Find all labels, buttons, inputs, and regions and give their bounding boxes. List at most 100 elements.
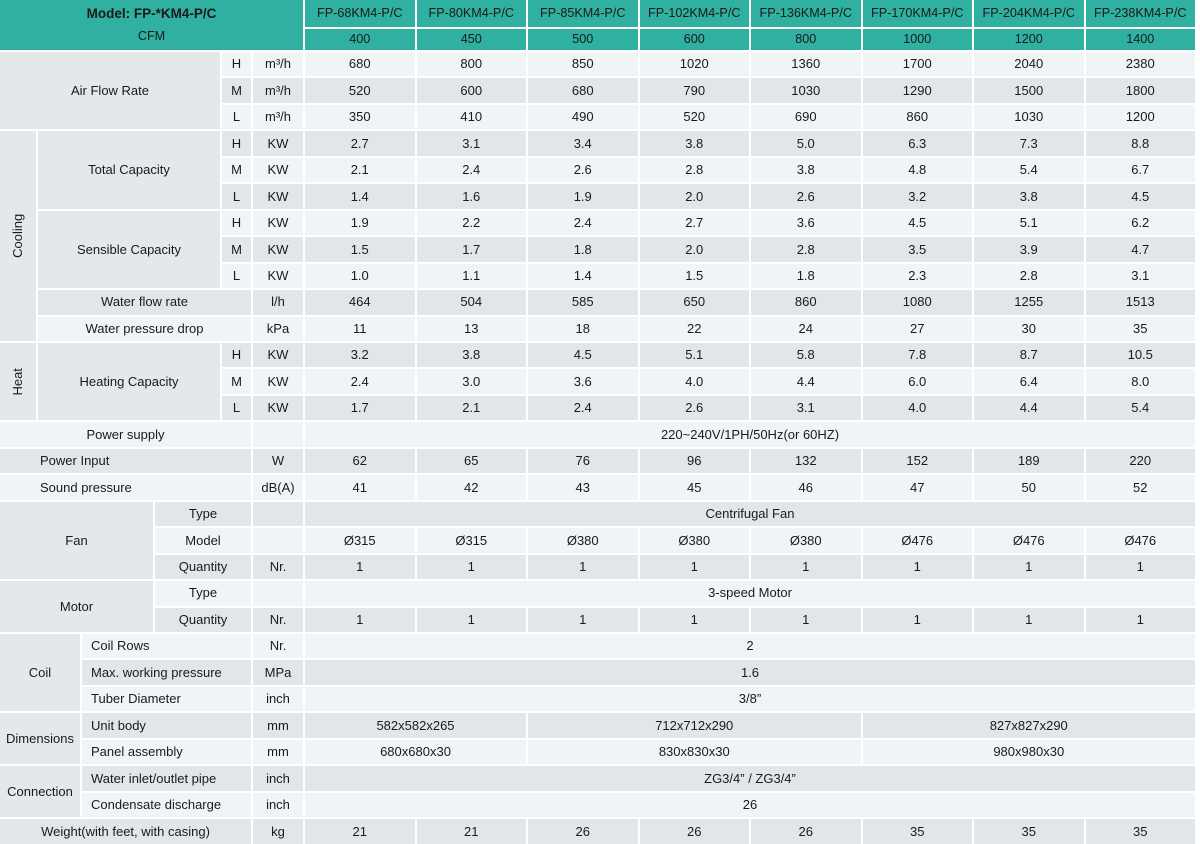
unit-cell: KW xyxy=(253,184,303,209)
value-cell: 3.9 xyxy=(974,237,1084,262)
value-cell: 11 xyxy=(305,316,415,341)
value-cell: 7.3 xyxy=(974,131,1084,156)
value-cell: 1020 xyxy=(639,52,749,77)
value-cell: 1.4 xyxy=(305,184,415,209)
model-title: Model: FP-*KM4-P/C xyxy=(86,5,217,21)
value-cell: 1.9 xyxy=(528,184,638,209)
value-cell: 3-speed Motor xyxy=(305,581,1195,606)
row-label: Sound pressure xyxy=(0,475,251,500)
corner-header-cell: Model: FP-*KM4-P/C CFM xyxy=(0,0,303,50)
row-label: Sensible Capacity xyxy=(38,210,220,289)
unit-cell: inch xyxy=(253,792,303,818)
unit-cell: dB(A) xyxy=(253,475,303,500)
value-cell: 3.6 xyxy=(528,369,638,394)
value-cell: 2.0 xyxy=(639,237,749,262)
group-label: Connection xyxy=(0,766,80,818)
row-label: Weight(with feet, with casing) xyxy=(0,819,251,844)
row-label: Tuber Diameter xyxy=(82,686,251,712)
row-label: Quantity xyxy=(155,607,251,632)
value-cell: 3.8 xyxy=(416,342,526,368)
value-cell: 42 xyxy=(416,475,526,500)
unit-cell: KW xyxy=(253,342,303,368)
value-cell: 1030 xyxy=(974,104,1084,130)
value-cell: 2.7 xyxy=(305,131,415,156)
value-cell: 35 xyxy=(862,819,972,844)
value-cell: 1 xyxy=(1085,607,1195,632)
speed-cell: L xyxy=(222,104,251,130)
cfm-value-cell: 600 xyxy=(639,29,749,50)
row-label: Power Input xyxy=(0,448,251,474)
unit-cell: m³/h xyxy=(253,104,303,130)
value-cell: 2.8 xyxy=(639,157,749,183)
cfm-value-cell: 400 xyxy=(305,29,415,50)
value-cell: 8.7 xyxy=(974,342,1084,368)
value-cell: Ø380 xyxy=(528,528,638,553)
speed-cell: H xyxy=(222,342,251,368)
value-cell: 1080 xyxy=(862,290,972,315)
column-header-cell: FP-102KM4-P/C xyxy=(639,0,749,27)
value-cell: 1255 xyxy=(974,290,1084,315)
value-cell: 1 xyxy=(751,607,861,632)
value-cell: 2.8 xyxy=(974,263,1084,289)
value-cell: 1.0 xyxy=(305,263,415,289)
value-cell: 132 xyxy=(751,448,861,474)
value-cell: 1.5 xyxy=(305,237,415,262)
value-cell: 62 xyxy=(305,448,415,474)
value-cell: 1.1 xyxy=(416,263,526,289)
value-cell: 52 xyxy=(1085,475,1195,500)
value-cell: 860 xyxy=(751,290,861,315)
value-cell: 2.7 xyxy=(639,210,749,236)
speed-cell: M xyxy=(222,157,251,183)
column-header-cell: FP-136KM4-P/C xyxy=(751,0,861,27)
value-cell: 5.0 xyxy=(751,131,861,156)
row-label: Water flow rate xyxy=(38,290,251,315)
value-cell: 220~240V/1PH/50Hz(or 60HZ) xyxy=(305,422,1195,447)
value-cell: 1 xyxy=(305,607,415,632)
group-label-vertical: Cooling xyxy=(0,131,36,341)
unit-cell: mm xyxy=(253,713,303,738)
value-cell: 8.8 xyxy=(1085,131,1195,156)
value-cell: 35 xyxy=(1085,316,1195,341)
value-cell: 1 xyxy=(416,607,526,632)
value-cell: 1800 xyxy=(1085,78,1195,103)
value-cell: 5.4 xyxy=(1085,395,1195,421)
row-label: Water pressure drop xyxy=(38,316,251,341)
column-header-cell: FP-204KM4-P/C xyxy=(974,0,1084,27)
unit-cell: Nr. xyxy=(253,607,303,632)
value-cell: 4.0 xyxy=(862,395,972,421)
value-cell: 1 xyxy=(528,554,638,580)
value-cell: 3/8” xyxy=(305,686,1195,712)
value-cell: 27 xyxy=(862,316,972,341)
cfm-value-cell: 1200 xyxy=(974,29,1084,50)
value-cell: 1290 xyxy=(862,78,972,103)
value-cell: 4.5 xyxy=(528,342,638,368)
value-cell: Ø380 xyxy=(639,528,749,553)
value-cell: 1 xyxy=(639,554,749,580)
value-cell: 2.1 xyxy=(416,395,526,421)
value-cell: 3.2 xyxy=(862,184,972,209)
value-cell: 1030 xyxy=(751,78,861,103)
value-cell: 600 xyxy=(416,78,526,103)
value-cell: 980x980x30 xyxy=(862,739,1195,765)
value-cell: 6.2 xyxy=(1085,210,1195,236)
unit-cell: Nr. xyxy=(253,554,303,580)
unit-cell: KW xyxy=(253,210,303,236)
unit-cell: l/h xyxy=(253,290,303,315)
row-label: Total Capacity xyxy=(38,131,220,209)
value-cell: 2.4 xyxy=(305,369,415,394)
row-label: Model xyxy=(155,528,251,553)
column-header-cell: FP-238KM4-P/C xyxy=(1085,0,1195,27)
value-cell: 43 xyxy=(528,475,638,500)
unit-cell: inch xyxy=(253,766,303,791)
value-cell: 712x712x290 xyxy=(528,713,861,738)
value-cell: 6.4 xyxy=(974,369,1084,394)
value-cell: 22 xyxy=(639,316,749,341)
cfm-value-cell: 450 xyxy=(416,29,526,50)
value-cell: 8.0 xyxy=(1085,369,1195,394)
row-label: Type xyxy=(155,501,251,527)
unit-cell: inch xyxy=(253,686,303,712)
value-cell: 50 xyxy=(974,475,1084,500)
column-header-cell: FP-85KM4-P/C xyxy=(528,0,638,27)
value-cell: 3.1 xyxy=(416,131,526,156)
value-cell: 2.1 xyxy=(305,157,415,183)
